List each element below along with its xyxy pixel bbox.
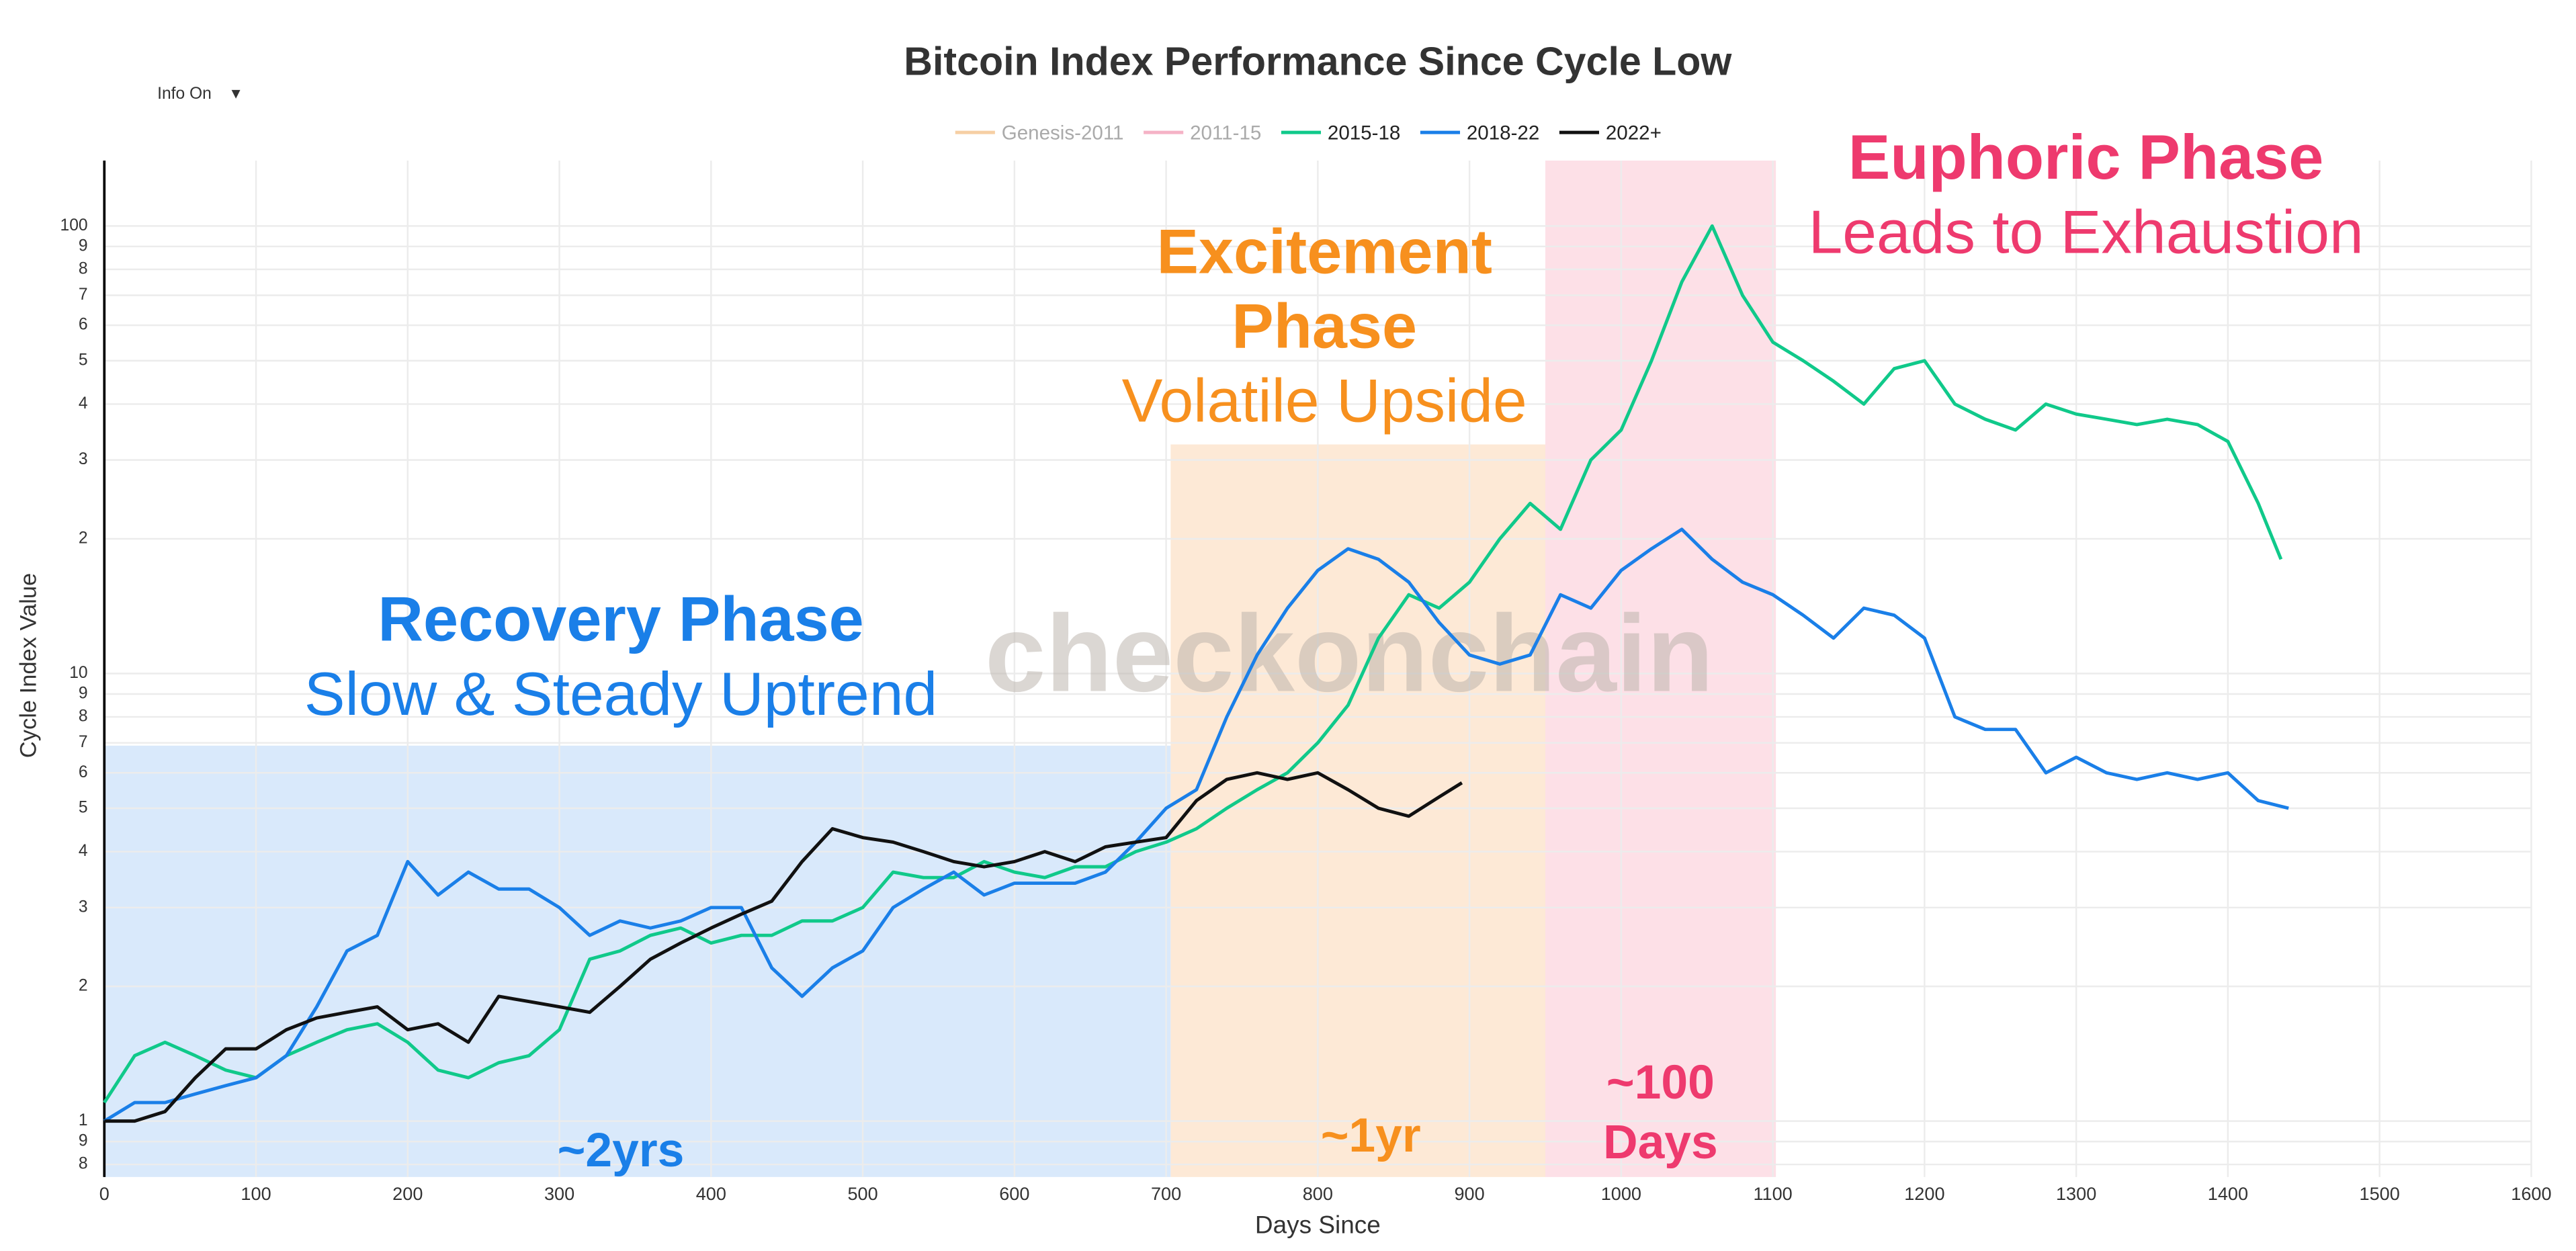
- y-tick-label: 5: [79, 351, 88, 369]
- menu-button[interactable]: [142, 76, 255, 110]
- y-tick-label: 7: [79, 733, 88, 751]
- series-line: [103, 224, 2283, 1104]
- y-axis-label: Cycle Index Value: [16, 573, 42, 758]
- y-tick-label: 1: [79, 1111, 88, 1129]
- y-tick-label: 4: [79, 394, 88, 413]
- phase-subtitle: Slow & Steady Uptrend: [304, 660, 937, 728]
- x-axis-label: Days Since: [1255, 1211, 1381, 1239]
- y-tick-label: 7: [79, 286, 88, 304]
- y-tick-label: 3: [79, 450, 88, 468]
- y-tick-label: 6: [79, 316, 88, 334]
- y-tick-label: 9: [79, 684, 88, 702]
- x-tick-label: 800: [1303, 1183, 1333, 1204]
- x-tick-label: 1100: [1753, 1183, 1792, 1204]
- phase-duration: ~2yrs: [558, 1123, 685, 1177]
- y-tick-label: 10: [69, 664, 87, 682]
- legend-label[interactable]: 2022+: [1606, 122, 1662, 144]
- y-tick-label: 100: [60, 216, 88, 234]
- x-tick-label: 1400: [2208, 1183, 2248, 1204]
- menu-arrow[interactable]: ▼: [228, 85, 243, 101]
- x-tick-label: 500: [847, 1183, 877, 1204]
- phase-region: [1170, 444, 1545, 1177]
- phase-title: Phase: [1232, 291, 1417, 361]
- series-line: [103, 527, 2289, 1123]
- x-tick-label: 1300: [2056, 1183, 2096, 1204]
- x-tick-label: 200: [392, 1183, 423, 1204]
- x-tick-label: 900: [1455, 1183, 1485, 1204]
- y-tick-label: 2: [79, 529, 88, 547]
- y-tick-label: 6: [79, 763, 88, 781]
- phase-title: Recovery Phase: [378, 584, 863, 654]
- x-tick-label: 300: [544, 1183, 574, 1204]
- phase-duration: Days: [1603, 1115, 1718, 1169]
- chart-title: Bitcoin Index Performance Since Cycle Lo…: [904, 39, 1732, 84]
- y-tick-label: 8: [79, 259, 88, 277]
- phase-subtitle: Leads to Exhaustion: [1809, 198, 2364, 266]
- y-tick-label: 3: [79, 898, 88, 916]
- legend-label[interactable]: 2018-22: [1467, 122, 1539, 144]
- x-tick-label: 1500: [2360, 1183, 2400, 1204]
- y-tick-label: 8: [79, 707, 88, 726]
- legend-label[interactable]: 2015-18: [1328, 122, 1400, 144]
- y-tick-label: 4: [79, 842, 88, 860]
- phase-subtitle: Volatile Upside: [1122, 367, 1527, 435]
- phase-duration: ~1yr: [1321, 1109, 1421, 1162]
- y-tick-label: 5: [79, 799, 88, 817]
- x-tick-label: 1000: [1601, 1183, 1641, 1204]
- y-tick-label: 2: [79, 977, 88, 995]
- phase-region: [1545, 161, 1776, 1177]
- x-tick-label: 1600: [2511, 1183, 2551, 1204]
- phase-duration: ~100: [1606, 1055, 1715, 1109]
- watermark: checkonchain: [985, 593, 1713, 715]
- x-tick-label: 0: [99, 1183, 110, 1204]
- y-tick-label: 8: [79, 1155, 88, 1173]
- y-tick-label: 9: [79, 236, 88, 255]
- x-tick-label: 600: [999, 1183, 1029, 1204]
- phase-title: Euphoric Phase: [1848, 122, 2323, 192]
- x-tick-label: 1200: [1904, 1183, 1944, 1204]
- phase-title: Excitement: [1156, 216, 1492, 287]
- series-line: [104, 771, 1463, 1123]
- legend-label[interactable]: 2011-15: [1190, 122, 1261, 144]
- legend-label[interactable]: Genesis-2011: [1002, 122, 1124, 144]
- x-tick-label: 100: [241, 1183, 271, 1204]
- x-tick-label: 700: [1151, 1183, 1181, 1204]
- phase-region: [104, 745, 1171, 1177]
- y-tick-label: 9: [79, 1132, 88, 1150]
- menu-label[interactable]: Info On: [157, 85, 212, 103]
- x-tick-label: 400: [696, 1183, 726, 1204]
